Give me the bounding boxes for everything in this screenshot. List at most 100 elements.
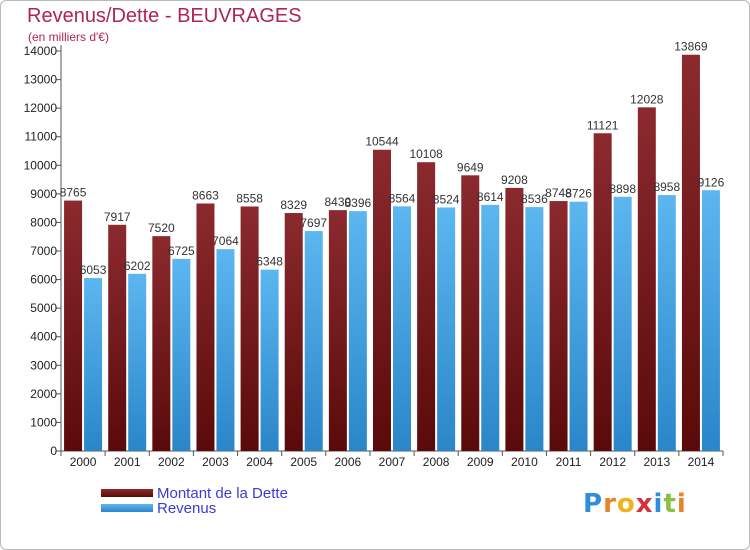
x-tick-label: 2012 bbox=[599, 455, 626, 469]
data-label-revenus: 8898 bbox=[609, 182, 636, 196]
data-label-dette: 8430 bbox=[325, 195, 352, 209]
legend-swatch-revenus bbox=[101, 504, 153, 512]
bar-revenus bbox=[393, 206, 411, 451]
y-tick-label: 7000 bbox=[30, 244, 57, 258]
data-label-revenus: 6202 bbox=[124, 259, 151, 273]
data-label-dette: 7520 bbox=[148, 221, 175, 235]
y-tick-label: 13000 bbox=[24, 73, 58, 87]
data-label-dette: 8765 bbox=[60, 186, 87, 200]
x-tick-label: 2011 bbox=[556, 455, 582, 469]
data-label-dette: 8748 bbox=[545, 186, 572, 200]
bar-dette bbox=[64, 200, 83, 451]
data-label-dette: 11121 bbox=[587, 118, 619, 132]
logo-letter: t bbox=[663, 489, 677, 519]
bar-dette bbox=[328, 210, 347, 451]
data-label-dette: 7917 bbox=[104, 210, 131, 224]
bar-revenus bbox=[437, 207, 456, 451]
data-label-revenus: 8564 bbox=[389, 191, 416, 205]
data-label-revenus: 6348 bbox=[256, 255, 283, 269]
legend-label-revenus: Revenus bbox=[157, 500, 217, 517]
bar-dette bbox=[593, 133, 612, 451]
logo-letter: o bbox=[616, 489, 636, 519]
bar-revenus bbox=[172, 258, 191, 451]
y-tick-label: 5000 bbox=[30, 301, 57, 315]
chart-title: Revenus/Dette - BEUVRAGES bbox=[27, 5, 302, 27]
data-label-revenus: 8726 bbox=[565, 187, 592, 201]
bar-revenus bbox=[348, 211, 367, 451]
y-tick-label: 8000 bbox=[30, 215, 57, 229]
logo-letter: r bbox=[603, 489, 617, 519]
x-tick-label: 2004 bbox=[246, 455, 273, 469]
data-label-revenus: 6725 bbox=[168, 244, 195, 258]
data-label-dette: 12028 bbox=[630, 92, 664, 106]
logo-letter: x bbox=[635, 489, 654, 519]
x-tick-label: 2013 bbox=[643, 455, 670, 469]
bar-revenus bbox=[128, 273, 147, 451]
data-label-dette: 9649 bbox=[457, 160, 484, 174]
legend-label-dette: Montant de la Dette bbox=[157, 485, 288, 502]
y-tick-label: 2000 bbox=[30, 387, 57, 401]
x-tick-label: 2003 bbox=[202, 455, 229, 469]
data-label-dette: 9208 bbox=[501, 173, 528, 187]
bar-revenus bbox=[304, 231, 323, 451]
x-tick-label: 2000 bbox=[70, 455, 97, 469]
x-tick-label: 2006 bbox=[335, 455, 362, 469]
x-axis: 2000 2001 2002 2003 2004 2005 2006 2007 2008 2009… bbox=[60, 450, 724, 469]
bar-revenus bbox=[613, 196, 632, 451]
data-label-revenus: 9126 bbox=[698, 175, 725, 189]
bar-dette bbox=[681, 54, 700, 451]
y-axis: 0 1000 2000 3000 4000 5000 6000 7000 8000 9000 100… bbox=[24, 44, 62, 458]
bar-revenus bbox=[481, 204, 500, 451]
data-label-revenus: 8958 bbox=[653, 180, 680, 194]
y-tick-label: 11000 bbox=[25, 130, 58, 144]
bar-revenus bbox=[569, 201, 588, 451]
data-label-revenus: 6053 bbox=[80, 263, 107, 277]
bar-revenus bbox=[525, 207, 544, 451]
data-label-dette: 13869 bbox=[674, 40, 708, 54]
bar-dette bbox=[637, 107, 656, 451]
bar-revenus bbox=[657, 195, 676, 451]
data-label-dette: 10544 bbox=[365, 135, 399, 149]
data-label-revenus: 7064 bbox=[212, 234, 239, 248]
chart-subtitle: (en milliers d'€) bbox=[28, 30, 109, 44]
logo-letter: i bbox=[653, 489, 664, 519]
x-tick-label: 2010 bbox=[511, 455, 538, 469]
x-tick-label: 2014 bbox=[688, 455, 715, 469]
data-label-revenus: 8524 bbox=[433, 192, 460, 206]
x-tick-label: 2001 bbox=[114, 455, 141, 469]
bar-revenus bbox=[84, 278, 103, 451]
data-label-dette: 8329 bbox=[280, 198, 307, 212]
data-label-revenus: 8536 bbox=[521, 192, 548, 206]
y-tick-label: 9000 bbox=[30, 187, 57, 201]
logo-letter: P bbox=[583, 489, 604, 519]
bar-revenus bbox=[701, 190, 720, 451]
x-tick-label: 2005 bbox=[290, 455, 317, 469]
bars-group bbox=[64, 54, 720, 452]
x-tick-label: 2007 bbox=[379, 455, 406, 469]
x-tick-label: 2002 bbox=[158, 455, 185, 469]
y-tick-label: 0 bbox=[50, 444, 57, 458]
data-label-dette: 8663 bbox=[192, 188, 219, 202]
bar-dette bbox=[196, 203, 215, 451]
logo-letter: i bbox=[676, 489, 687, 519]
y-tick-label: 3000 bbox=[30, 358, 57, 372]
x-tick-label: 2008 bbox=[423, 455, 450, 469]
bar-dette bbox=[108, 224, 127, 451]
bar-dette bbox=[373, 149, 391, 451]
bar-dette bbox=[152, 236, 171, 451]
bar-dette bbox=[505, 187, 524, 451]
data-label-revenus: 8614 bbox=[477, 190, 504, 204]
y-tick-label: 4000 bbox=[30, 330, 57, 344]
bar-dette bbox=[284, 213, 303, 451]
bar-revenus bbox=[260, 269, 279, 451]
data-labels-group: 8765 6053 7917 6202 7520 6725 8663 7064 8558 6348… bbox=[60, 40, 725, 277]
data-label-dette: 10108 bbox=[409, 147, 443, 161]
data-label-revenus: 7697 bbox=[300, 216, 327, 230]
bar-dette bbox=[240, 206, 259, 451]
y-tick-label: 6000 bbox=[30, 273, 57, 287]
legend-swatch-dette bbox=[101, 489, 153, 497]
bar-dette bbox=[549, 201, 568, 451]
data-label-revenus: 8396 bbox=[345, 196, 372, 210]
